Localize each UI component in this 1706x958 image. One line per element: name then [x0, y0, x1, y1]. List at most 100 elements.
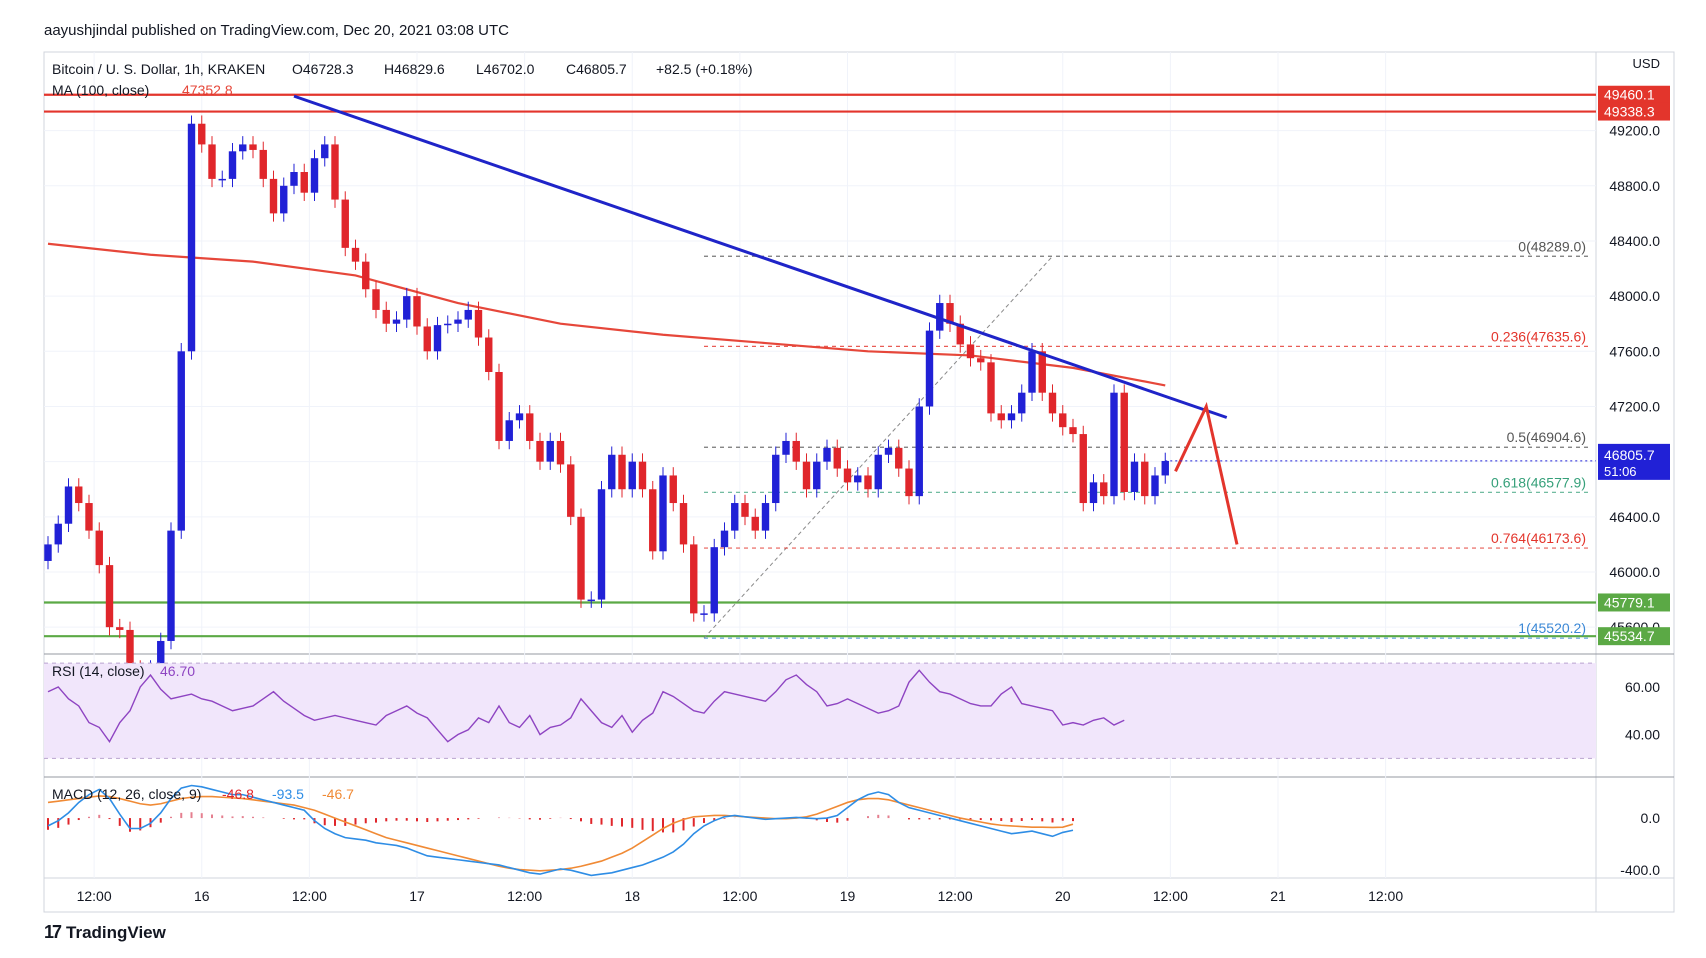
candle-up: [433, 325, 442, 352]
candle-up: [659, 475, 667, 552]
candle-down: [802, 461, 811, 490]
x-tick-label: 17: [409, 888, 425, 904]
candle-down: [526, 413, 534, 441]
candle-down: [618, 454, 626, 490]
x-tick-label: 21: [1270, 888, 1286, 904]
rsi-band: [44, 663, 1596, 759]
candle-down: [249, 144, 257, 150]
candle-up: [884, 447, 893, 455]
candle-down: [577, 516, 585, 600]
y-tick-label: 46400.0: [1609, 509, 1660, 525]
candle-down: [864, 475, 872, 490]
macd-signal-value: -93.5: [272, 786, 304, 802]
macd-tick-label: -400.0: [1620, 862, 1660, 878]
candle-up: [444, 323, 452, 326]
candle-down: [556, 440, 565, 465]
candle-down: [300, 172, 308, 193]
candle-up: [782, 440, 790, 455]
fib-level-label: 0.5(46904.6): [1507, 429, 1586, 445]
candle-up: [464, 309, 472, 320]
x-tick-label: 12:00: [507, 888, 542, 904]
candle-down: [536, 440, 544, 462]
candle-down: [966, 344, 975, 359]
fib-level-label: 0(48289.0): [1518, 238, 1586, 254]
candle-up: [823, 447, 831, 462]
legend-ma-value: 47352.8: [182, 82, 233, 98]
candle-down: [198, 123, 206, 145]
candle-up: [546, 440, 554, 462]
candle-up: [597, 489, 606, 600]
candle-down: [126, 629, 134, 669]
macd-line: [47, 784, 1074, 877]
candle-up: [854, 475, 862, 483]
macd-value: -46.8: [222, 786, 254, 802]
candle-down: [843, 468, 852, 483]
candle-down: [1048, 392, 1057, 414]
candle-up: [813, 461, 821, 490]
macd-tick-label: 0.0: [1641, 810, 1661, 826]
candle-up: [925, 330, 934, 407]
candle-down: [1141, 461, 1149, 497]
candle-up: [874, 454, 882, 490]
candle-up: [177, 351, 185, 531]
candle-up: [187, 123, 196, 352]
candle-down: [833, 447, 841, 469]
candle-up: [218, 178, 226, 181]
level-badge: [1598, 102, 1670, 121]
candle-down: [956, 323, 964, 345]
candle-down: [1120, 392, 1128, 492]
y-tick-label: 49200.0: [1609, 123, 1660, 139]
candle-up: [587, 599, 595, 602]
candle-up: [505, 420, 513, 441]
y-tick-label: 48000.0: [1609, 288, 1660, 304]
candle-down: [362, 261, 370, 290]
level-badge-label: 45534.7: [1604, 628, 1655, 644]
candle-up: [1089, 482, 1098, 504]
level-badge-label: 49338.3: [1604, 104, 1655, 120]
y-tick-label: 48800.0: [1609, 178, 1660, 194]
fib-level-label: 0.236(47635.6): [1491, 328, 1586, 344]
x-tick-label: 12:00: [292, 888, 327, 904]
candle-up: [1028, 351, 1036, 393]
tradingview-logo[interactable]: 17 TradingView: [44, 922, 166, 943]
level-badge-label: 45779.1: [1604, 594, 1655, 610]
candle-down: [567, 464, 575, 517]
candle-down: [208, 144, 216, 179]
legend-low: L46702.0: [476, 61, 535, 77]
x-tick-label: 12:00: [1368, 888, 1403, 904]
candle-up: [1018, 392, 1026, 414]
publisher-header: aayushjindal published on TradingView.co…: [44, 22, 510, 39]
fib-level-label: 0.764(46173.6): [1491, 530, 1586, 546]
candle-down: [690, 544, 698, 614]
fib-trend-line: [703, 255, 1053, 639]
descending-trendline: [293, 94, 1228, 419]
legend-high: H46829.6: [384, 61, 445, 77]
x-tick-label: 19: [840, 888, 856, 904]
candle-down: [1069, 427, 1077, 435]
candle-down: [792, 440, 800, 462]
candle-down: [116, 627, 124, 630]
rsi-line: [47, 669, 1125, 743]
candle-up: [628, 461, 636, 490]
candle-up: [915, 406, 923, 497]
candle-down: [413, 296, 421, 327]
candle-up: [403, 296, 411, 320]
candle-up: [310, 158, 319, 193]
fib-level-label: 1(45520.2): [1518, 620, 1586, 636]
last-price-label: 46805.7: [1604, 447, 1655, 463]
candle-up: [157, 640, 165, 669]
candle-up: [1151, 475, 1159, 497]
x-tick-label: 12:00: [1153, 888, 1188, 904]
candle-down: [495, 372, 503, 441]
candle-down: [987, 362, 995, 414]
rsi-tick-label: 40.00: [1625, 727, 1660, 743]
y-tick-label: 46000.0: [1609, 564, 1660, 580]
x-tick-label: 12:00: [938, 888, 973, 904]
candle-up: [280, 185, 288, 214]
countdown-label: 51:06: [1604, 464, 1637, 479]
last-price-badge: [1598, 443, 1670, 480]
candle-down: [741, 503, 749, 517]
y-tick-label: 47600.0: [1609, 343, 1660, 359]
rsi-tick-label: 60.00: [1625, 679, 1660, 695]
